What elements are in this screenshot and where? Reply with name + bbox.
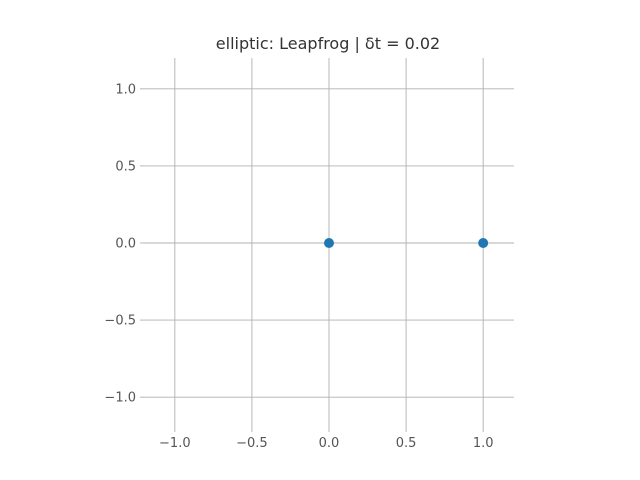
chart-title: elliptic: Leapfrog | δt = 0.02	[216, 34, 440, 53]
x-tick-label: 1.0	[473, 436, 494, 451]
y-tick-label: −0.5	[104, 314, 136, 329]
x-tick-label: 0.0	[319, 436, 340, 451]
tick-labels: −1.0 −0.5 0.0 0.5 1.0 −1.0 −0.5 0.0 0.5 1.0	[104, 82, 493, 451]
x-tick-label: −0.5	[236, 436, 268, 451]
y-tick-label: −1.0	[104, 391, 136, 406]
y-tick-label: 0.5	[115, 159, 136, 174]
y-tick-label: 1.0	[115, 82, 136, 97]
data-points	[324, 238, 489, 248]
data-point	[324, 238, 334, 248]
axis-ticks	[140, 88, 484, 432]
x-tick-label: 0.5	[396, 436, 417, 451]
y-tick-label: 0.0	[115, 237, 136, 252]
data-point	[478, 238, 489, 248]
x-tick-label: −1.0	[159, 436, 191, 451]
